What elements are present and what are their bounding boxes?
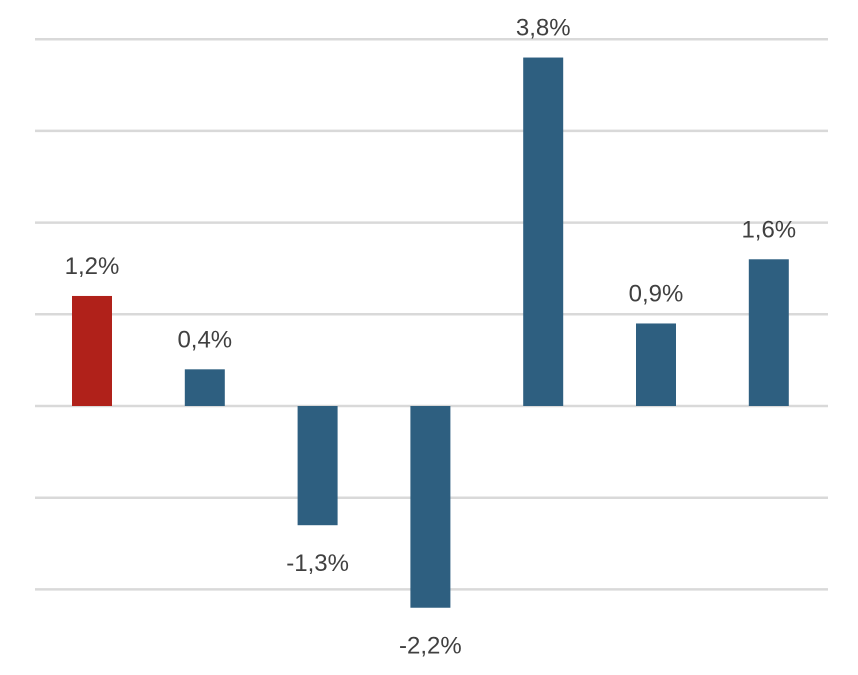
bar [184, 369, 225, 406]
bars [72, 57, 789, 608]
bar [297, 406, 338, 526]
data-label: -2,2% [399, 633, 462, 660]
bar-highlighted [72, 295, 112, 406]
data-label: -1,3% [286, 550, 349, 577]
bar [636, 323, 676, 406]
bar [748, 259, 789, 406]
data-label: 0,4% [177, 326, 232, 353]
data-label: 1,2% [65, 253, 120, 280]
bar [523, 57, 564, 406]
data-label: 0,9% [629, 280, 684, 307]
data-label: 1,6% [741, 216, 796, 243]
bar [410, 406, 451, 608]
data-label: 3,8% [516, 15, 571, 42]
data-labels: 1,2% 0,4% -1,3% -2,2% 3,8% 0,9% 1,6% [65, 15, 797, 660]
